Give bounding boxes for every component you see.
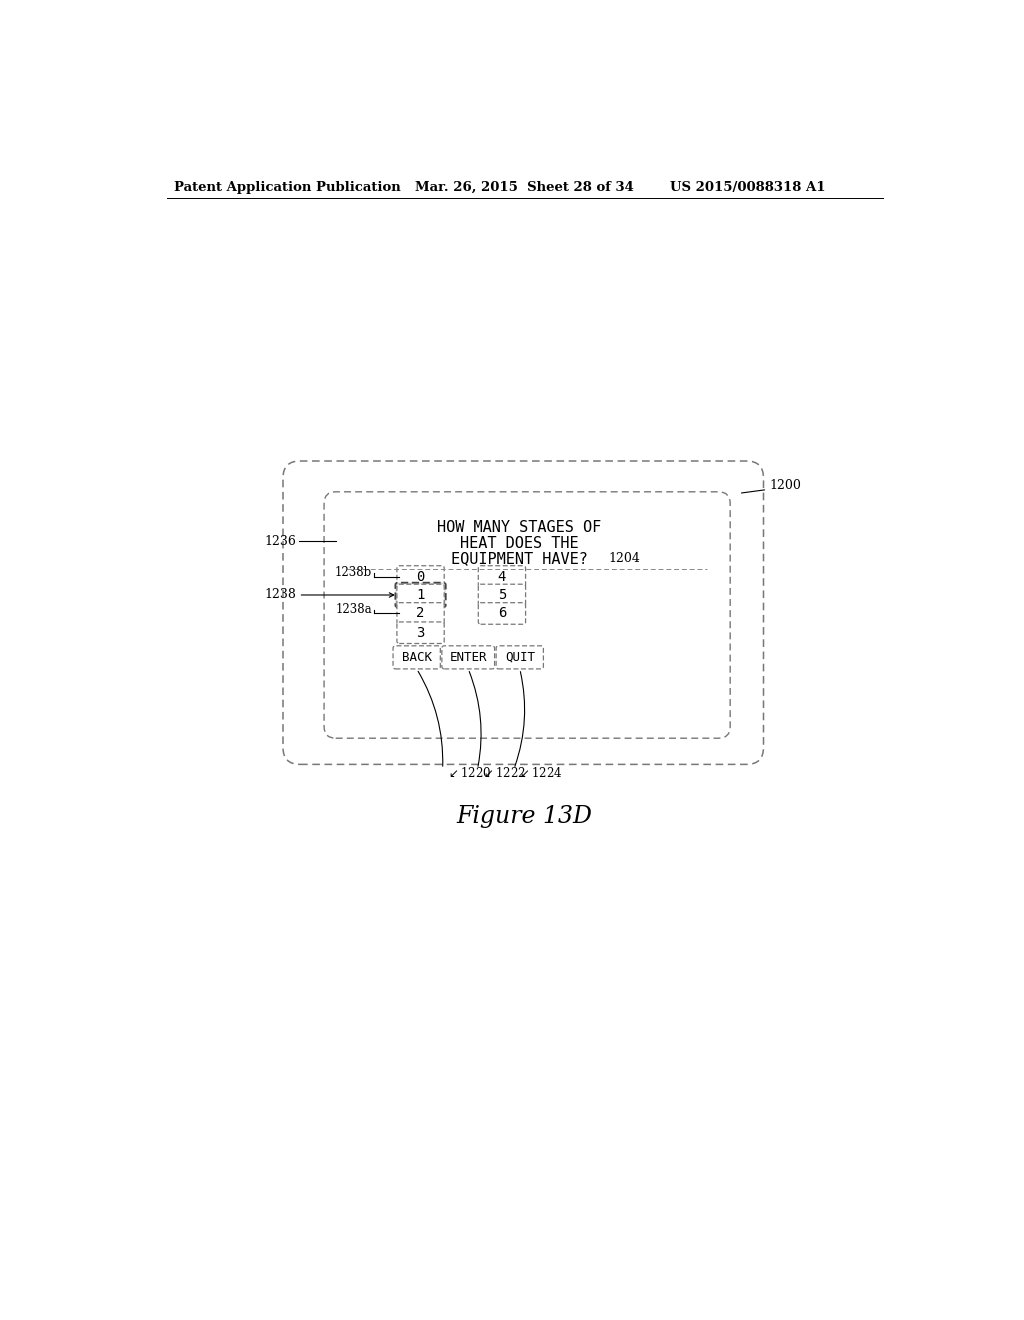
FancyBboxPatch shape xyxy=(478,603,525,624)
Text: $\swarrow$1222: $\swarrow$1222 xyxy=(480,766,525,780)
Text: ENTER: ENTER xyxy=(450,651,487,664)
Text: Mar. 26, 2015  Sheet 28 of 34: Mar. 26, 2015 Sheet 28 of 34 xyxy=(415,181,634,194)
Text: BACK: BACK xyxy=(401,651,432,664)
Text: EQUIPMENT HAVE?: EQUIPMENT HAVE? xyxy=(451,552,588,566)
Text: US 2015/0088318 A1: US 2015/0088318 A1 xyxy=(671,181,826,194)
Text: 1200: 1200 xyxy=(770,479,802,492)
Text: 1238: 1238 xyxy=(264,589,296,602)
Text: 4: 4 xyxy=(498,569,506,583)
FancyBboxPatch shape xyxy=(442,645,495,669)
Text: 1238b: 1238b xyxy=(335,566,372,579)
Text: 5: 5 xyxy=(498,587,506,602)
FancyBboxPatch shape xyxy=(397,566,444,587)
Text: $\swarrow$1224: $\swarrow$1224 xyxy=(517,766,563,780)
FancyBboxPatch shape xyxy=(397,603,444,624)
Text: 1: 1 xyxy=(417,587,425,602)
Text: QUIT: QUIT xyxy=(505,651,535,664)
Text: 1236: 1236 xyxy=(264,535,296,548)
FancyBboxPatch shape xyxy=(393,645,440,669)
Text: 1204: 1204 xyxy=(608,552,640,565)
FancyBboxPatch shape xyxy=(395,582,445,607)
Text: Patent Application Publication: Patent Application Publication xyxy=(174,181,401,194)
Text: HOW MANY STAGES OF: HOW MANY STAGES OF xyxy=(437,520,601,536)
FancyBboxPatch shape xyxy=(496,645,544,669)
Text: $\swarrow$1220: $\swarrow$1220 xyxy=(445,766,492,780)
Text: 1238a: 1238a xyxy=(336,603,372,616)
FancyBboxPatch shape xyxy=(478,585,525,606)
Text: Figure 13D: Figure 13D xyxy=(457,805,593,828)
Text: 3: 3 xyxy=(417,626,425,640)
FancyBboxPatch shape xyxy=(397,622,444,644)
Text: 0: 0 xyxy=(417,569,425,583)
FancyBboxPatch shape xyxy=(478,566,525,587)
Text: 6: 6 xyxy=(498,606,506,620)
Text: HEAT DOES THE: HEAT DOES THE xyxy=(460,536,579,550)
FancyBboxPatch shape xyxy=(397,585,444,606)
Text: 2: 2 xyxy=(417,606,425,620)
